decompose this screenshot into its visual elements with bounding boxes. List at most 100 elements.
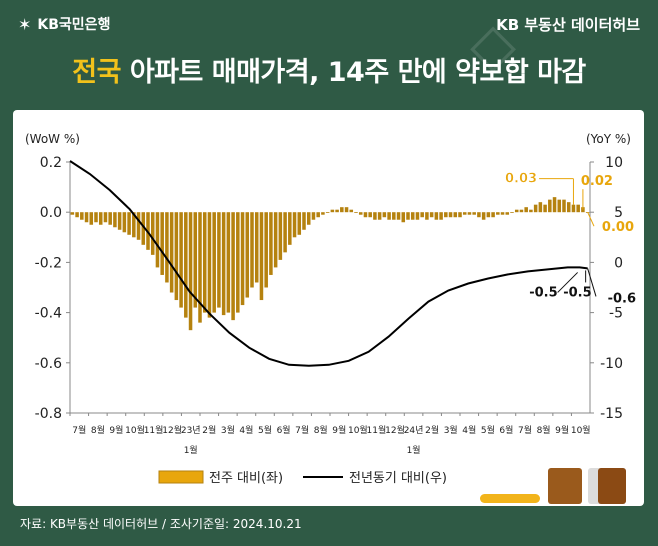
x-tick-label: 9월 bbox=[555, 424, 569, 436]
bar bbox=[70, 212, 75, 215]
bar bbox=[448, 212, 453, 218]
decorative-block bbox=[598, 468, 626, 504]
bar-data-label: 0.03 bbox=[505, 172, 537, 187]
legend-label-line: 전년동기 대비(우) bbox=[349, 471, 447, 486]
bar bbox=[486, 212, 491, 218]
bar bbox=[212, 212, 216, 313]
x-year-sublabel: 1월 bbox=[184, 444, 198, 456]
bar bbox=[562, 199, 566, 213]
bar bbox=[98, 212, 103, 225]
bar bbox=[165, 212, 169, 283]
bar bbox=[349, 209, 354, 213]
bar bbox=[387, 212, 391, 220]
bar bbox=[491, 212, 495, 218]
bar bbox=[127, 212, 131, 235]
bar bbox=[231, 212, 235, 321]
line-data-label: -0.5 bbox=[529, 285, 557, 300]
bar bbox=[278, 212, 283, 260]
bar bbox=[264, 212, 268, 288]
bar bbox=[202, 212, 207, 313]
bar bbox=[250, 212, 254, 288]
bar bbox=[269, 212, 273, 275]
bar bbox=[141, 212, 146, 245]
bar bbox=[533, 204, 538, 213]
x-tick-label: 3월 bbox=[444, 424, 458, 436]
bar bbox=[283, 212, 287, 253]
bar bbox=[184, 212, 188, 318]
x-tick-label: 8월 bbox=[537, 424, 551, 436]
line-data-label: -0.6 bbox=[608, 291, 636, 306]
bar bbox=[321, 212, 325, 215]
source-hub-label: KB 부동산 데이터허브 bbox=[496, 16, 640, 34]
bar bbox=[576, 204, 580, 213]
bar bbox=[566, 202, 571, 213]
bar bbox=[150, 212, 155, 255]
bar bbox=[75, 212, 79, 218]
x-tick-label: 12월 bbox=[385, 424, 405, 436]
bar-data-label: 0.00 bbox=[602, 220, 634, 235]
left-tick-label: -0.8 bbox=[35, 406, 62, 422]
bar bbox=[217, 212, 221, 308]
right-tick-label: -10 bbox=[600, 356, 623, 372]
x-tick-label: 7월 bbox=[295, 424, 309, 436]
bar bbox=[288, 212, 292, 245]
bar bbox=[245, 212, 250, 298]
bar bbox=[273, 212, 278, 268]
bar bbox=[358, 212, 363, 215]
bar bbox=[94, 212, 98, 223]
bar bbox=[306, 212, 311, 225]
bar bbox=[169, 212, 174, 293]
brand-logo: ✶ KB국민은행 bbox=[18, 14, 110, 34]
x-tick-label: 10월 bbox=[571, 424, 591, 436]
bar bbox=[571, 204, 576, 213]
brand-name: KB국민은행 bbox=[37, 17, 111, 33]
bar bbox=[108, 212, 112, 225]
bar bbox=[462, 212, 467, 215]
bar bbox=[420, 212, 424, 218]
bar bbox=[330, 209, 335, 213]
x-tick-label: 2월 bbox=[202, 424, 216, 436]
bar bbox=[543, 204, 547, 213]
line-data-label: -0.5 bbox=[563, 285, 591, 300]
bar bbox=[439, 212, 443, 220]
right-tick-label: 5 bbox=[614, 205, 623, 221]
bar bbox=[335, 209, 339, 213]
kb-star-icon: ✶ bbox=[18, 14, 32, 34]
bar bbox=[226, 212, 231, 313]
bar bbox=[529, 209, 533, 213]
background-decoration: ◇ bbox=[470, 10, 517, 80]
x-tick-label: 11월 bbox=[367, 424, 387, 436]
x-tick-label: 3월 bbox=[221, 424, 235, 436]
x-tick-label: 5월 bbox=[481, 424, 495, 436]
x-tick-label: 10월 bbox=[125, 424, 145, 436]
bar bbox=[89, 212, 94, 225]
bar bbox=[396, 212, 401, 220]
bar bbox=[354, 212, 358, 213]
bar bbox=[368, 212, 372, 218]
right-tick-label: -15 bbox=[600, 406, 623, 422]
bar bbox=[425, 212, 429, 220]
left-tick-label: 0.0 bbox=[40, 205, 62, 221]
bar bbox=[377, 212, 382, 220]
bar bbox=[240, 212, 245, 306]
bar bbox=[174, 212, 179, 301]
bar bbox=[136, 212, 141, 240]
right-tick-label: 0 bbox=[614, 255, 623, 271]
x-tick-label: 23년 bbox=[181, 425, 201, 436]
x-tick-label: 9월 bbox=[109, 424, 123, 436]
right-tick-label: -5 bbox=[609, 306, 623, 322]
bar bbox=[505, 212, 510, 215]
bar bbox=[325, 212, 330, 213]
bar bbox=[221, 212, 226, 316]
bar bbox=[548, 199, 552, 213]
bar bbox=[198, 212, 202, 323]
bar bbox=[552, 197, 557, 213]
left-tick-label: -0.4 bbox=[35, 306, 62, 322]
source-footnote: 자료: KB부동산 데이터허브 / 조사기준일: 2024.10.21 bbox=[20, 517, 302, 531]
chart-svg: (WoW %) (YoY %)0.20.0-0.2-0.4-0.6-0.81050… bbox=[25, 132, 636, 486]
bar bbox=[519, 209, 524, 213]
bar bbox=[373, 212, 377, 220]
x-tick-label: 10월 bbox=[348, 424, 368, 436]
bar-callout-line bbox=[587, 211, 595, 227]
